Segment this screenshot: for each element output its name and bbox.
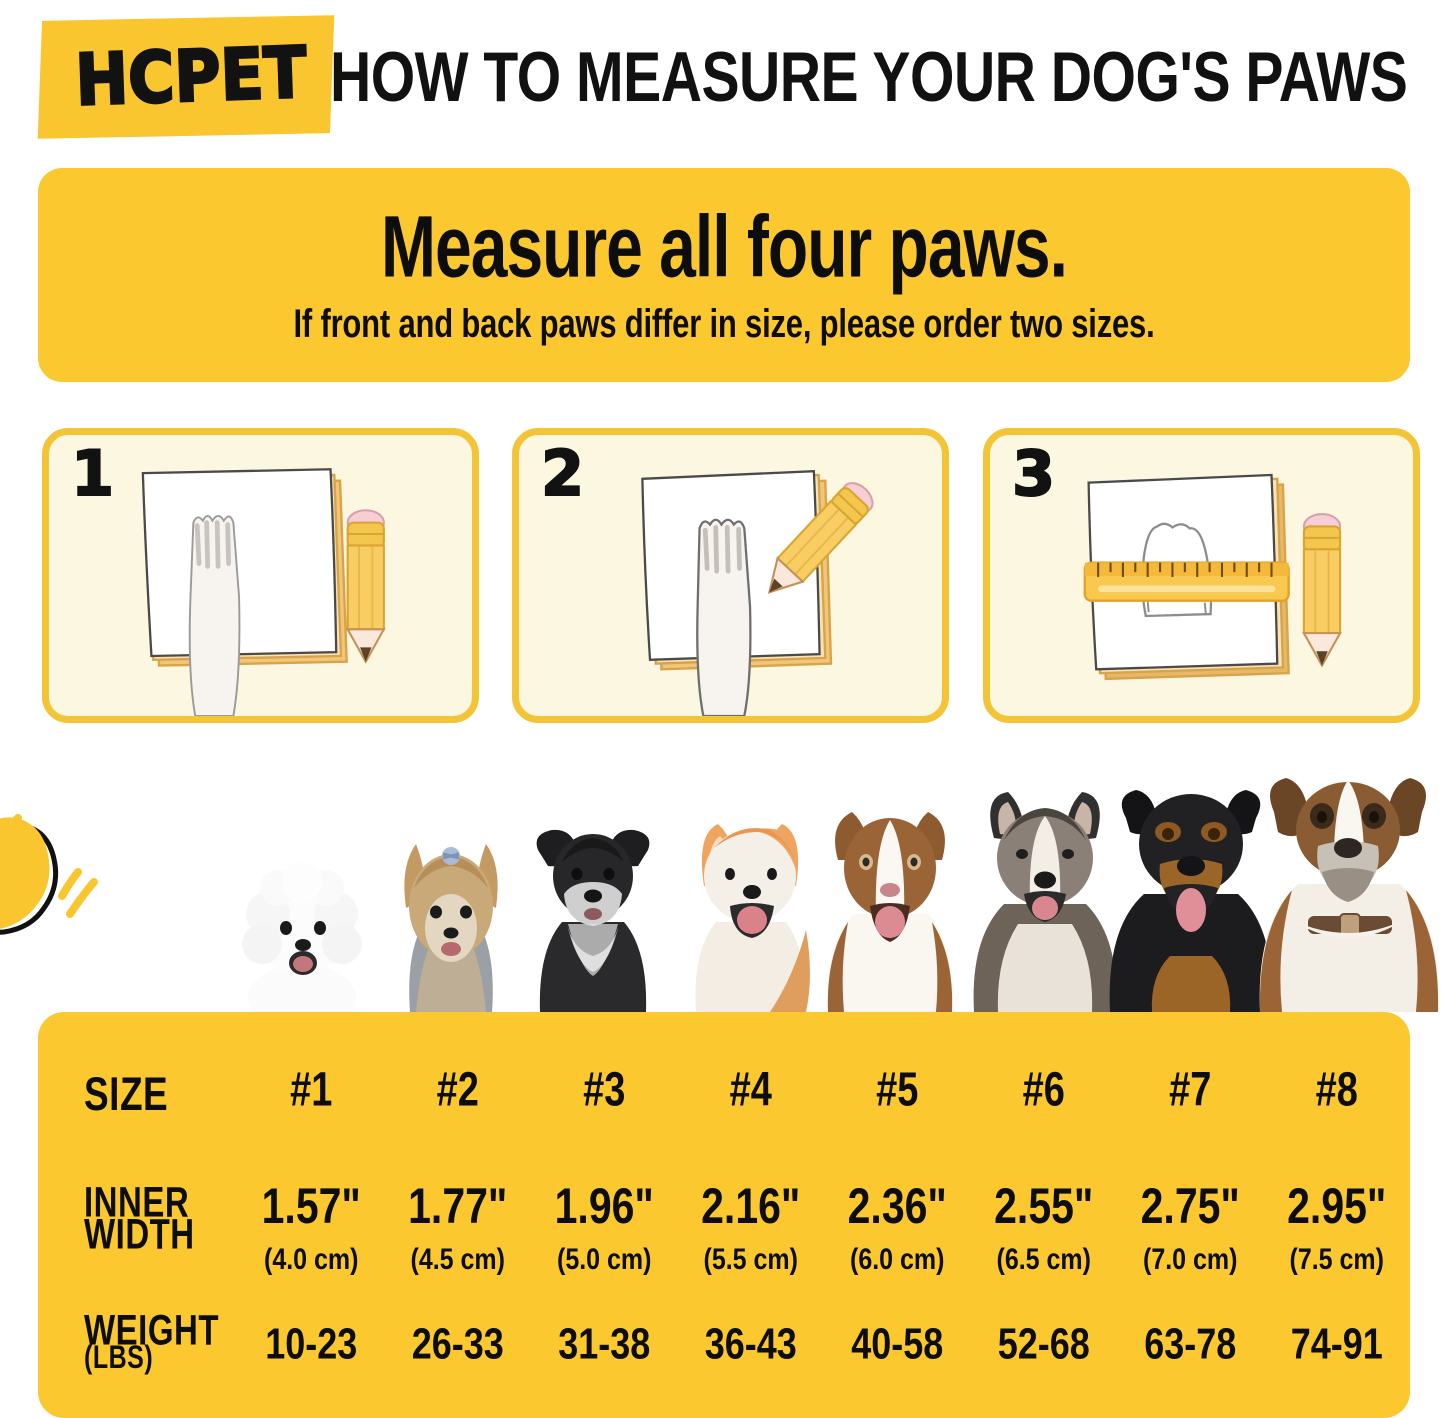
size-value: #1: [290, 1064, 333, 1117]
size-chart-table: SIZE #1 #2 #3 #4 #5 #6 #7 #8 INNER WIDTH…: [38, 1012, 1410, 1418]
pencil-icon: [345, 509, 386, 664]
inner-width-cm: (4.0 cm): [264, 1243, 359, 1277]
table-cell: 2.16" (5.5 cm): [678, 1172, 825, 1292]
weight-value: 63-78: [1144, 1318, 1237, 1369]
table-row-inner-width: INNER WIDTH 1.57" (4.0 cm) 1.77" (4.5 cm…: [38, 1172, 1410, 1292]
table-cell: #8: [1264, 1052, 1411, 1132]
table-cell: 26-33: [385, 1304, 532, 1404]
table-cell: 63-78: [1117, 1304, 1264, 1404]
dog-breed-lineup: [0, 740, 1445, 1012]
table-cell: 2.75" (7.0 cm): [1117, 1172, 1264, 1292]
size-value: #5: [876, 1064, 919, 1117]
size-value: #7: [1169, 1064, 1212, 1117]
step-card-2: 2: [512, 428, 949, 723]
step-card-3: 3: [983, 428, 1420, 723]
table-cell: 10-23: [238, 1304, 385, 1404]
dog-alaskan-malamute: [973, 792, 1117, 1012]
table-cell: 1.77" (4.5 cm): [385, 1172, 532, 1292]
table-cell: #2: [385, 1052, 532, 1132]
row-label-size: SIZE: [84, 1068, 169, 1121]
weight-value: 52-68: [997, 1318, 1090, 1369]
table-cell: 2.55" (6.5 cm): [971, 1172, 1118, 1292]
table-cell: #3: [531, 1052, 678, 1132]
inner-width-cm: (6.5 cm): [996, 1243, 1091, 1277]
table-row-weight: WEIGHT (LBS) 10-23 26-33 31-38 36-43 40-…: [38, 1304, 1410, 1404]
dog-rottweiler: [1109, 790, 1273, 1012]
inner-width-inches: 2.55": [994, 1178, 1094, 1235]
inner-width-cells: 1.57" (4.0 cm) 1.77" (4.5 cm) 1.96" (5.0…: [238, 1172, 1410, 1292]
pencil-icon: [767, 482, 874, 594]
table-cell: #5: [824, 1052, 971, 1132]
table-row-size: SIZE #1 #2 #3 #4 #5 #6 #7 #8: [38, 1052, 1410, 1132]
inner-width-inches: 1.96": [554, 1178, 654, 1235]
dog-yorkshire-terrier: [404, 844, 498, 1012]
table-cell: 36-43: [678, 1304, 825, 1404]
table-cell: 40-58: [824, 1304, 971, 1404]
inner-width-inches: 2.16": [701, 1178, 801, 1235]
size-value: #8: [1315, 1064, 1358, 1117]
size-value: #6: [1022, 1064, 1065, 1117]
inner-width-cm: (5.0 cm): [557, 1243, 652, 1277]
step-card-1: 1: [42, 428, 479, 723]
decorative-swoosh-icon: [0, 814, 98, 935]
weight-value: 31-38: [558, 1318, 651, 1369]
table-cell: 1.96" (5.0 cm): [531, 1172, 678, 1292]
weight-value: 74-91: [1290, 1318, 1383, 1369]
inner-width-cm: (5.5 cm): [703, 1243, 798, 1277]
step-2-illustration: [641, 470, 874, 716]
measurement-steps: 1: [42, 428, 1420, 723]
banner-headline: Measure all four paws.: [381, 197, 1068, 295]
inner-width-inches: 1.57": [261, 1178, 361, 1235]
weight-cells: 10-23 26-33 31-38 36-43 40-58 52-68 63-7…: [238, 1304, 1410, 1404]
step-1-illustration: [141, 468, 386, 716]
dog-border-collie: [827, 812, 953, 1012]
instruction-banner: Measure all four paws. If front and back…: [38, 168, 1410, 382]
step-number-2: 2: [540, 437, 585, 510]
inner-width-inches: 2.75": [1140, 1178, 1240, 1235]
table-cell: 1.57" (4.0 cm): [238, 1172, 385, 1292]
table-cell: #1: [238, 1052, 385, 1132]
table-cell: #4: [678, 1052, 825, 1132]
table-cell: 52-68: [971, 1304, 1118, 1404]
pencil-icon: [1302, 513, 1342, 668]
step-3-illustration: [1083, 473, 1342, 681]
row-label-width: WIDTH: [84, 1210, 195, 1258]
brand-logo-text: HCPET: [73, 30, 310, 122]
page-header: HCPET HOW TO MEASURE YOUR DOG'S PAWS: [0, 0, 1445, 150]
page-title: HOW TO MEASURE YOUR DOG'S PAWS: [330, 36, 1408, 116]
size-value: #4: [729, 1064, 772, 1117]
size-value: #2: [436, 1064, 479, 1117]
weight-value: 10-23: [265, 1318, 358, 1369]
table-cell: #6: [971, 1052, 1118, 1132]
row-label-inner: INNER: [84, 1178, 190, 1226]
step-number-1: 1: [70, 437, 115, 510]
dog-bichon-frise: [242, 862, 362, 1012]
dog-shiba-inu: [695, 824, 810, 1012]
table-cell: 31-38: [531, 1304, 678, 1404]
dog-saint-bernard: [1259, 778, 1439, 1012]
size-cells: #1 #2 #3 #4 #5 #6 #7 #8: [238, 1052, 1410, 1132]
weight-value: 36-43: [704, 1318, 797, 1369]
table-cell: #7: [1117, 1052, 1264, 1132]
inner-width-cm: (7.0 cm): [1143, 1243, 1238, 1277]
weight-value: 26-33: [411, 1318, 504, 1369]
step-number-3: 3: [1011, 437, 1056, 510]
size-value: #3: [583, 1064, 626, 1117]
row-label-weight: WEIGHT: [84, 1306, 219, 1354]
row-label-weight-unit: (LBS): [84, 1340, 154, 1376]
inner-width-cm: (4.5 cm): [410, 1243, 505, 1277]
banner-subtext: If front and back paws differ in size, p…: [293, 300, 1155, 347]
inner-width-cm: (7.5 cm): [1289, 1243, 1384, 1277]
table-cell: 74-91: [1264, 1304, 1411, 1404]
ruler-icon: [1083, 561, 1290, 602]
inner-width-cm: (6.0 cm): [850, 1243, 945, 1277]
inner-width-inches: 2.95": [1287, 1178, 1387, 1235]
inner-width-inches: 1.77": [408, 1178, 508, 1235]
inner-width-inches: 2.36": [847, 1178, 947, 1235]
weight-value: 40-58: [851, 1318, 944, 1369]
dog-schnauzer: [536, 829, 650, 1012]
table-cell: 2.95" (7.5 cm): [1264, 1172, 1411, 1292]
table-cell: 2.36" (6.0 cm): [824, 1172, 971, 1292]
